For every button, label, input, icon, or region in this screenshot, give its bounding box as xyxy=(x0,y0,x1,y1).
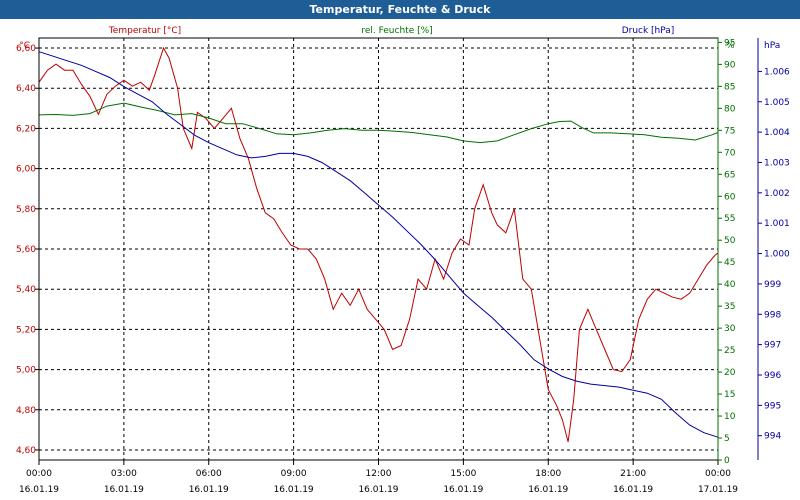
y-pressure-tick-label: 1.004 xyxy=(764,128,790,138)
grid xyxy=(39,38,718,460)
y-humidity-unit: % xyxy=(726,41,735,51)
y-humidity-tick-label: 95 xyxy=(724,38,735,48)
y-humidity-tick-label: 65 xyxy=(724,170,735,180)
y-pressure-tick-label: 995 xyxy=(764,401,781,411)
y-pressure-tick-label: 994 xyxy=(764,432,781,442)
x-tick-time: 12:00 xyxy=(366,469,392,479)
y-pressure-tick-label: 999 xyxy=(764,280,781,290)
x-tick-time: 21:00 xyxy=(620,469,646,479)
y-left-tick-label: 6,20 xyxy=(16,124,36,134)
y-left-tick-label: 5,20 xyxy=(16,325,36,335)
y-left-tick-label: 5,00 xyxy=(16,366,36,376)
x-tick-date: 16.01.19 xyxy=(443,485,483,495)
y-left-tick-label: 6,00 xyxy=(16,165,36,175)
x-tick-time: 03:00 xyxy=(111,469,137,479)
x-tick-date: 16.01.19 xyxy=(104,485,144,495)
y-pressure-tick-label: 1.002 xyxy=(764,189,790,199)
y-left-tick-label: 6,40 xyxy=(16,84,36,94)
y-humidity-tick-label: 35 xyxy=(724,302,735,312)
y-left-tick-label: 5,60 xyxy=(16,245,36,255)
legend-humidity: rel. Feuchte [%] xyxy=(361,26,432,36)
x-tick-time: 15:00 xyxy=(450,469,476,479)
y-humidity-tick-label: 75 xyxy=(724,126,735,136)
x-tick-date: 16.01.19 xyxy=(613,485,653,495)
y-pressure-tick-label: 1.001 xyxy=(764,219,790,229)
y-left-tick-label: 4,80 xyxy=(16,406,36,416)
series-line-pressure xyxy=(38,51,719,438)
x-tick-date: 16.01.19 xyxy=(274,485,314,495)
x-tick-date: 16.01.19 xyxy=(528,485,568,495)
axes-layer xyxy=(35,37,762,465)
y-humidity-tick-label: 5 xyxy=(724,434,730,444)
series-line-humidity xyxy=(38,102,719,144)
legend-pressure: Druck [hPa] xyxy=(622,26,675,36)
x-tick-date: 16.01.19 xyxy=(19,485,59,495)
x-tick-date: 16.01.19 xyxy=(358,485,398,495)
y-pressure-tick-label: 997 xyxy=(764,341,781,351)
y-humidity-tick-label: 90 xyxy=(724,60,736,70)
y-humidity-tick-label: 30 xyxy=(724,324,736,334)
window-title: Temperatur, Feuchte & Druck xyxy=(309,3,491,16)
y-humidity-tick-label: 20 xyxy=(724,368,736,378)
y-pressure-tick-label: 996 xyxy=(764,371,781,381)
y-left-tick-label: 5,80 xyxy=(16,205,36,215)
y-humidity-tick-label: 70 xyxy=(724,148,736,158)
y-humidity-tick-label: 25 xyxy=(724,346,735,356)
y-pressure-tick-label: 1.000 xyxy=(764,250,790,260)
y-humidity-tick-label: 40 xyxy=(724,280,736,290)
x-tick-time: 00:00 xyxy=(705,469,731,479)
x-tick-time: 09:00 xyxy=(281,469,307,479)
window-title-bar: Temperatur, Feuchte & Druck xyxy=(0,0,800,19)
y-left-tick-label: 4,60 xyxy=(16,446,36,456)
x-tick-time: 18:00 xyxy=(535,469,561,479)
x-tick-time: 00:00 xyxy=(26,469,52,479)
y-pressure-unit: hPa xyxy=(764,41,780,51)
axis-labels-layer: 4,60 4,80 5,00 5,20 5,40 5,60 5,80 6,00 6,20 6,40… xyxy=(16,26,790,495)
y-humidity-tick-label: 50 xyxy=(724,236,736,246)
y-humidity-tick-label: 60 xyxy=(724,192,736,202)
legend-temperature: Temperatur [°C] xyxy=(108,26,181,36)
y-pressure-tick-label: 1.003 xyxy=(764,158,790,168)
y-humidity-tick-label: 55 xyxy=(724,214,735,224)
y-humidity-tick-label: 0 xyxy=(724,456,730,466)
y-humidity-tick-label: 45 xyxy=(724,258,735,268)
series-line-temperature xyxy=(38,46,719,443)
y-pressure-tick-label: 1.005 xyxy=(764,98,790,108)
y-left-tick-label: 5,40 xyxy=(16,285,36,295)
y-left-tick-label: 6,60 xyxy=(16,44,36,54)
x-tick-date: 16.01.19 xyxy=(189,485,229,495)
y-pressure-tick-label: 1.006 xyxy=(764,67,790,77)
y-humidity-tick-label: 15 xyxy=(724,390,735,400)
y-humidity-tick-label: 85 xyxy=(724,82,735,92)
y-humidity-tick-label: 80 xyxy=(724,104,736,114)
y-pressure-tick-label: 998 xyxy=(764,310,781,320)
y-humidity-tick-label: 10 xyxy=(724,412,736,422)
x-tick-date: 17.01.19 xyxy=(698,485,738,495)
series-layer xyxy=(38,46,719,443)
y-left-unit: °C xyxy=(19,41,30,51)
x-tick-time: 06:00 xyxy=(196,469,222,479)
